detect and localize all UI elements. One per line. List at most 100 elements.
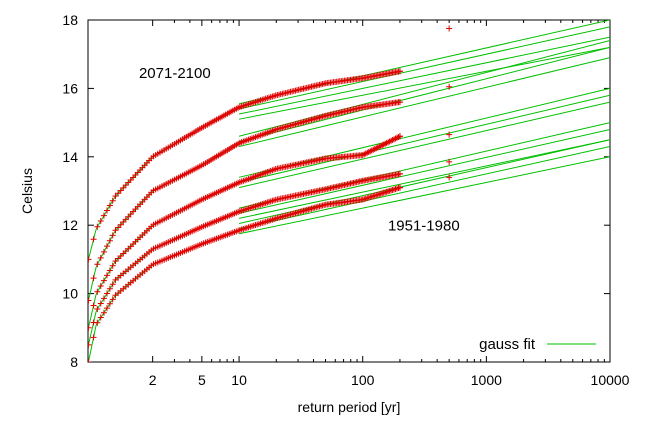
- data-point: [94, 223, 101, 230]
- data-point: [112, 258, 119, 265]
- x-tick-label: 1000: [471, 372, 502, 388]
- data-point: [88, 256, 92, 263]
- data-point: [103, 290, 110, 297]
- data-point: [395, 134, 402, 141]
- data-point: [117, 187, 124, 194]
- annotation-1951-1980: 1951-1980: [388, 217, 460, 234]
- data-point: [112, 227, 119, 234]
- y-tick-label: 18: [62, 12, 78, 28]
- data-point: [109, 197, 116, 204]
- x-axis-label: return period [yr]: [298, 399, 401, 415]
- axis-labels: 2 5 10 100 1000 10000 8 10 12 14 16 18: [62, 12, 629, 388]
- data-point: [97, 217, 104, 224]
- data-point: [382, 140, 389, 147]
- data-point: [103, 243, 110, 250]
- y-axis-label: Celsius: [19, 168, 35, 214]
- data-point: [100, 277, 107, 284]
- data-point: [109, 232, 116, 239]
- axis-ticks: [88, 19, 611, 363]
- data-point: [103, 272, 110, 279]
- data-point: [106, 285, 113, 292]
- data-point: [391, 136, 398, 143]
- data-point: [117, 221, 124, 228]
- fit-line: [238, 146, 610, 230]
- fit-line: [238, 128, 610, 214]
- data-point: [90, 302, 97, 309]
- data-point: [90, 275, 97, 282]
- fit-line: [238, 139, 610, 224]
- annotation-2071-2100: 2071-2100: [139, 65, 211, 82]
- data-point: [94, 288, 101, 295]
- fit-line: [238, 26, 610, 110]
- data-point: [394, 134, 400, 141]
- fit-curve: [88, 229, 240, 362]
- fit-line: [238, 36, 610, 115]
- y-tick-label: 16: [62, 80, 78, 96]
- data-point: [90, 236, 97, 243]
- data-point: [446, 25, 453, 32]
- data-point: [392, 135, 399, 142]
- legend-label: gauss fit: [479, 336, 536, 353]
- data-point: [385, 139, 392, 146]
- data-point: [446, 174, 453, 181]
- data-point: [88, 341, 92, 348]
- data-point: [100, 248, 107, 255]
- data-point: [106, 237, 113, 244]
- fit-line: [238, 40, 610, 137]
- data-point: [446, 83, 453, 90]
- fit-line: [238, 87, 610, 178]
- data-point: [109, 281, 116, 288]
- data-point: [396, 170, 403, 177]
- y-tick-label: 14: [62, 149, 78, 165]
- x-tick-label: 2: [149, 372, 157, 388]
- data-point: [100, 295, 107, 302]
- data-point: [446, 158, 453, 165]
- data-point: [115, 190, 122, 197]
- data-point: [97, 282, 104, 289]
- data-point: [396, 99, 403, 106]
- data-point: [94, 305, 101, 312]
- data-point: [106, 202, 113, 209]
- data-point: [383, 139, 390, 146]
- data-point: [100, 212, 107, 219]
- data-point: [120, 184, 127, 191]
- x-tick-label: 10000: [591, 372, 630, 388]
- data-point: [115, 255, 122, 262]
- data-point: [97, 300, 104, 307]
- data-point: [112, 193, 119, 200]
- x-tick-label: 10: [231, 372, 247, 388]
- y-tick-label: 8: [70, 354, 78, 370]
- data-point: [446, 131, 453, 138]
- data-point: [106, 267, 113, 274]
- data-point: [88, 297, 92, 304]
- x-tick-label: 100: [351, 372, 375, 388]
- data-point: [109, 296, 116, 303]
- data-point: [396, 184, 403, 191]
- data-point: [109, 262, 116, 269]
- fit-line: [238, 139, 610, 219]
- x-tick-label: 5: [198, 372, 206, 388]
- data-point: [396, 133, 403, 140]
- fit-curve: [88, 211, 240, 346]
- data-point: [106, 300, 113, 307]
- data-point: [389, 136, 396, 143]
- plot-frame: [87, 19, 611, 363]
- data-point: [94, 319, 101, 326]
- fit-line: [238, 57, 610, 148]
- y-tick-label: 10: [62, 286, 78, 302]
- data-point: [120, 219, 127, 226]
- fit-line: [238, 94, 610, 183]
- data-point: [90, 334, 97, 341]
- data-point: [115, 224, 122, 231]
- y-tick-label: 12: [62, 217, 78, 233]
- data-points: [88, 25, 453, 362]
- data-point: [386, 138, 393, 145]
- data-point: [97, 254, 104, 261]
- fit-line: [238, 101, 610, 189]
- data-point: [88, 324, 92, 331]
- data-point: [103, 207, 110, 214]
- data-point: [380, 141, 387, 148]
- data-point: [100, 309, 107, 316]
